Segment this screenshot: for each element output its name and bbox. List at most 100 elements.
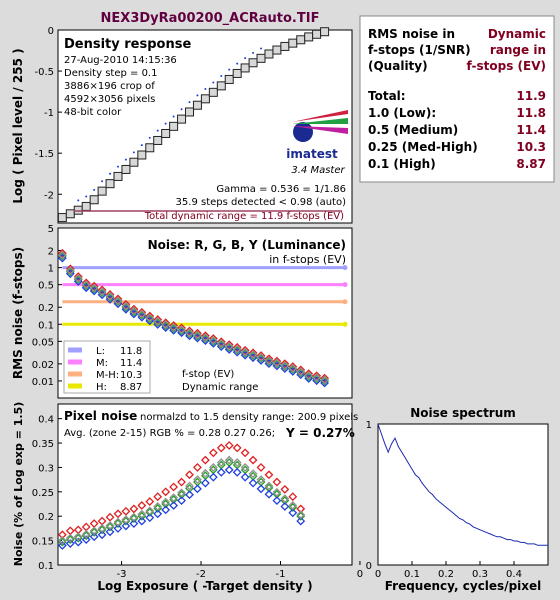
density-point-12 (153, 135, 163, 145)
noise-point-27-3 (272, 358, 282, 368)
noise-point-32-1 (312, 374, 322, 384)
noise-point-14-0 (169, 321, 179, 330)
noise-thresholds (62, 265, 348, 327)
spectrum-x-ticks: 0 0.1 0.2 0.3 0.4 (375, 561, 522, 580)
pixel-point-0-23 (240, 448, 250, 458)
legend-note-1: Dynamic range (182, 382, 258, 393)
rms-header-right-1: range in (490, 43, 546, 57)
legend-label-medium: M: (96, 358, 108, 369)
noise-point-30-3 (296, 367, 306, 377)
noise-point-19-0 (208, 334, 218, 343)
density-point-24 (248, 58, 258, 68)
pixel-point-0-22 (232, 443, 242, 453)
density-point-8 (121, 164, 131, 174)
density-fit-dot-20 (220, 74, 223, 77)
noise-point-33-0 (320, 373, 330, 383)
noise-point-17-3 (193, 330, 202, 340)
total-dr-text: Total dynamic range = 11.9 f-stops (EV) (144, 211, 344, 222)
density-point-33 (320, 27, 330, 37)
rms-header-left-2: (Quality) (368, 59, 428, 73)
noise-point-33-1 (320, 376, 330, 386)
pixel-point-2-22 (232, 467, 242, 477)
pixel-point-0-10 (137, 501, 147, 510)
rms-row-label-2: 0.5 (Medium) (368, 123, 458, 137)
density-fit-dot-4 (93, 188, 96, 191)
pixel-point-2-2 (73, 537, 83, 547)
noise-threshold-end-2 (342, 299, 348, 305)
noise-legend: L: 11.8 M: 11.4 M-H: 10.3 H: 8.87 (68, 346, 142, 393)
noise-y-tick-label-2: 1 (48, 264, 54, 275)
density-fit-dot-16 (188, 101, 191, 104)
rms-row-value-4: 8.87 (516, 157, 546, 171)
density-point-28 (280, 41, 290, 51)
pixel-point-0-21 (224, 441, 234, 450)
noise-y-ticks: 5 2 1 0.5 0.2 0.1 0.05 0.02 0.01 (32, 224, 62, 388)
noise-point-15-3 (177, 325, 186, 335)
imatest-logo-text: imatest (286, 147, 338, 161)
rms-row-label-3: 0.25 (Med-High) (368, 140, 478, 154)
density-point-13 (161, 128, 171, 138)
noise-point-28-0 (280, 359, 290, 369)
pixel-point-0-15 (177, 477, 186, 487)
pixel-x-tick-label-0: -3 (117, 569, 127, 580)
density-point-10 (137, 150, 147, 160)
pixel-y-value: Y = 0.27% (285, 426, 355, 440)
density-point-15 (177, 114, 187, 124)
pixel-point-2-27 (272, 496, 282, 506)
density-point-7 (113, 171, 123, 181)
pixel-y-ticks: 0.4 0.35 0.3 0.25 0.2 0.15 0.1 (32, 415, 62, 572)
density-point-27 (272, 45, 282, 55)
pixel-point-2-30 (296, 516, 306, 526)
noise-point-18-1 (200, 334, 210, 343)
noise-point-10-1 (137, 310, 147, 320)
pixel-point-0-14 (169, 482, 179, 492)
noise-point-11-3 (145, 313, 155, 323)
noise-point-7-3 (113, 296, 123, 306)
noise-point-21-1 (224, 343, 234, 352)
pixel-point-0-16 (185, 470, 194, 480)
density-info-0: 27-Aug-2010 14:15:36 (64, 55, 177, 66)
file-title: NEX3DyRa00200_ACRauto.TIF (101, 11, 320, 26)
density-point-25 (256, 53, 266, 63)
density-point-18 (200, 94, 210, 104)
noise-point-3-1 (81, 281, 91, 291)
noise-point-6-3 (105, 291, 115, 301)
noise-point-10-3 (137, 309, 147, 319)
density-point-17 (192, 100, 202, 110)
rms-table-box (359, 15, 555, 183)
noise-point-15-0 (177, 323, 186, 333)
noise-point-28-1 (280, 362, 290, 371)
density-fit-dot-22 (236, 62, 239, 65)
noise-point-33-3 (320, 375, 330, 385)
noise-point-8-1 (121, 302, 131, 312)
pixel-point-0-28 (280, 484, 290, 494)
pixel-point-2-7 (113, 523, 123, 533)
pixel-point-3-7 (113, 517, 123, 527)
pixel-point-3-29 (288, 501, 298, 510)
pixel-point-0-27 (272, 477, 282, 487)
pixel-y-tick-label-0: 0.4 (38, 415, 54, 426)
pixel-point-3-8 (121, 515, 131, 525)
spectrum-x-tick-label-0: 0 (375, 569, 381, 580)
pixel-y-tick-label-5: 0.15 (32, 537, 54, 548)
pixel-point-3-19 (208, 463, 218, 472)
pixel-y-label: Noise (% of Log exp = 1.5) (12, 402, 25, 567)
pixel-point-3-2 (73, 532, 83, 542)
density-point-32 (312, 29, 322, 39)
density-fit-dot-10 (140, 144, 143, 147)
steps-text: 35.9 steps detected < 0.98 (auto) (176, 197, 347, 208)
pixel-point-0-18 (200, 455, 210, 465)
density-info-2: 3886×196 crop of (64, 81, 155, 92)
legend-value-medhigh: 10.3 (120, 370, 142, 381)
noise-point-3-0 (81, 278, 91, 288)
pixel-point-3-24 (248, 469, 258, 479)
rms-header-right-2: f-stops (EV) (467, 59, 546, 73)
noise-point-0-1 (57, 251, 67, 261)
density-point-30 (296, 35, 306, 45)
pixel-point-2-5 (97, 530, 107, 540)
pixel-point-2-13 (161, 505, 171, 515)
noise-point-22-0 (232, 342, 242, 352)
imatest-logo: imatest (286, 110, 348, 161)
pixel-point-2-18 (200, 478, 210, 488)
